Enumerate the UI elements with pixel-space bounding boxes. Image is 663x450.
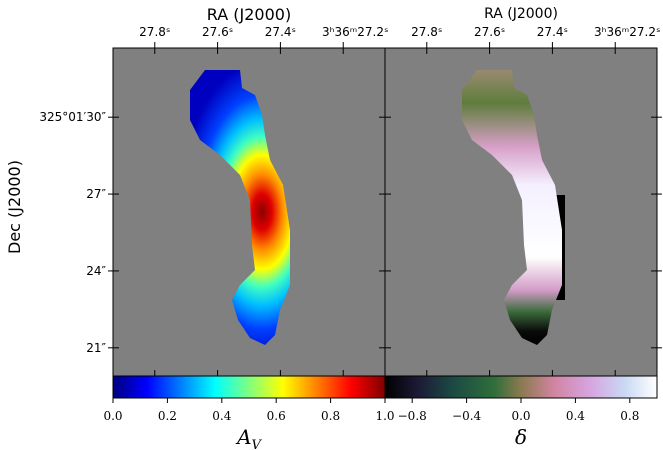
x-axis-label: RA (J2000) (207, 5, 291, 24)
colorbar-tick-label: 0.2 (158, 409, 177, 423)
colorbar (384, 375, 658, 399)
colorbar (112, 375, 386, 399)
x-tick-label: 27.6ˢ (202, 25, 233, 39)
y-axis-label: Dec (J2000) (5, 160, 24, 254)
x-tick-label: 3ʰ36ᵐ27.2ˢ (322, 25, 388, 39)
y-tick-label: 21″ (86, 341, 106, 355)
colorbar-tick-label: 0.4 (566, 409, 585, 423)
x-axis-label: RA (J2000) (484, 6, 558, 22)
colorbar-tick-label: 0.0 (103, 409, 122, 423)
x-tick-label: 3ʰ36ᵐ27.2ˢ (594, 25, 660, 39)
y-tick-label: 24″ (86, 264, 106, 278)
x-tick-label: 27.8ˢ (411, 25, 442, 39)
x-tick-label: 27.4ˢ (265, 25, 296, 39)
x-tick-label: 27.6ˢ (474, 25, 505, 39)
colorbar-label: AV (235, 425, 262, 450)
colorbar-tick-label: 0.8 (620, 409, 639, 423)
x-tick-label: 27.8ˢ (139, 25, 170, 39)
colorbar-label: δ (515, 425, 527, 449)
colorbar-tick-label: 0.6 (267, 409, 286, 423)
colorbar-tick-label: 0.4 (212, 409, 231, 423)
x-tick-label: 27.4ˢ (537, 25, 568, 39)
colorbar-tick-label: 0.0 (511, 409, 530, 423)
colorbar-tick-label: −0.4 (452, 409, 482, 423)
colorbar-tick-label: −0.8 (398, 409, 427, 423)
colorbar-tick-label: 1.0 (375, 409, 394, 423)
y-tick-label: 325°01′30″ (39, 110, 106, 124)
y-tick-label: 27″ (86, 187, 106, 201)
colorbar-tick-label: 0.8 (321, 409, 340, 423)
